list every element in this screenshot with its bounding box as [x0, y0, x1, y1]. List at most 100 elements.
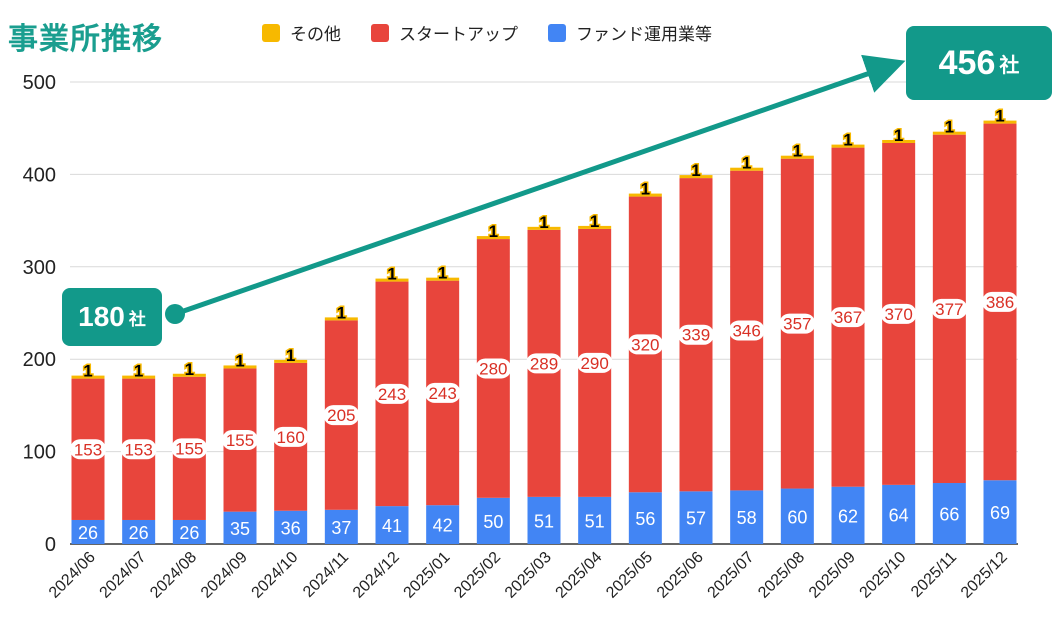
- bar-other: [578, 225, 612, 229]
- callout-end-count: 456 社: [906, 26, 1052, 100]
- data-label-other: 1: [235, 351, 244, 370]
- data-label-startup-bg: [70, 439, 106, 460]
- data-label-fund: 56: [635, 509, 655, 529]
- data-label-startup-bg: [678, 324, 714, 345]
- data-label-other: 1: [489, 222, 498, 241]
- bar-fund: [324, 509, 358, 544]
- x-tick-label: 2024/09: [198, 549, 251, 602]
- y-tick-label: 400: [23, 164, 56, 186]
- data-label-other: 1: [337, 303, 346, 322]
- bar-other: [324, 317, 358, 321]
- bar-fund: [172, 519, 206, 544]
- bar-other: [882, 139, 916, 143]
- callout-end-value: 456: [938, 43, 996, 82]
- bar-fund: [375, 506, 409, 544]
- bar-other: [375, 278, 409, 282]
- data-label-startup-bg: [526, 353, 562, 374]
- bar-other: [730, 167, 764, 171]
- data-label-startup-bg: [830, 307, 866, 328]
- data-label-startup-bg: [627, 334, 664, 355]
- data-label-startup: 357: [783, 315, 811, 334]
- data-label-startup: 153: [124, 440, 152, 459]
- legend-swatch-fund: [548, 23, 566, 42]
- x-tick-label: 2025/06: [654, 549, 707, 602]
- y-tick-label: 0: [45, 534, 56, 556]
- data-label-other: 1: [539, 213, 548, 232]
- bar-other: [223, 365, 257, 369]
- data-label-startup: 377: [935, 300, 963, 319]
- y-tick-label: 300: [23, 257, 56, 279]
- x-tick-label: 2025/07: [705, 549, 758, 602]
- data-label-startup-bg: [323, 405, 360, 426]
- bar-fund: [274, 510, 308, 544]
- data-label-startup: 155: [175, 439, 203, 458]
- x-tick-label: 2024/10: [249, 549, 302, 602]
- bar-other: [780, 155, 814, 159]
- data-label-fund: 36: [281, 518, 301, 538]
- data-label-other: 1: [83, 362, 92, 381]
- data-label-startup-bg: [880, 303, 917, 324]
- legend-item-other: その他: [262, 20, 341, 45]
- bar-fund: [932, 483, 966, 544]
- data-label-startup-bg: [475, 358, 512, 379]
- data-label-startup: 339: [682, 326, 710, 345]
- data-label-startup: 243: [428, 384, 456, 403]
- y-tick-label: 200: [23, 349, 56, 371]
- legend-label-startup: スタートアップ: [399, 25, 518, 45]
- data-label-startup: 367: [834, 308, 862, 327]
- bar-other: [426, 277, 460, 281]
- data-label-startup: 160: [276, 428, 304, 447]
- callout-start-count: 180 社: [62, 288, 162, 346]
- data-label-startup-bg: [272, 426, 309, 447]
- callout-start-unit: 社: [128, 309, 146, 329]
- bar-fund: [122, 519, 156, 544]
- x-tick-label: 2025/09: [806, 549, 859, 602]
- page-title: 事業所推移: [8, 22, 163, 57]
- legend-item-startup: スタートアップ: [371, 20, 518, 45]
- legend: その他 スタートアップ ファンド運用業等: [262, 20, 712, 45]
- data-label-startup: 153: [74, 440, 102, 459]
- x-tick-label: 2025/08: [755, 549, 808, 602]
- x-tick-label: 2024/07: [97, 549, 150, 602]
- data-label-fund: 62: [838, 506, 858, 526]
- legend-item-fund: ファンド運用業等: [548, 20, 712, 45]
- bar-fund: [882, 484, 916, 544]
- data-label-startup-bg: [982, 291, 1018, 312]
- legend-swatch-startup: [371, 23, 389, 42]
- data-label-fund: 41: [382, 516, 402, 536]
- data-label-fund: 26: [129, 523, 149, 543]
- bar-other: [527, 226, 561, 230]
- data-label-startup: 289: [530, 354, 558, 373]
- data-label-other: 1: [387, 265, 396, 284]
- data-label-fund: 64: [889, 505, 909, 525]
- bar-other: [679, 175, 713, 179]
- y-tick-label: 500: [23, 72, 56, 94]
- callout-end-unit: 社: [999, 54, 1020, 77]
- x-tick-label: 2025/12: [958, 549, 1011, 602]
- legend-swatch-other: [262, 23, 280, 42]
- bar-other: [932, 131, 966, 135]
- data-label-fund: 50: [483, 512, 503, 532]
- data-label-other: 1: [742, 154, 751, 173]
- data-label-startup-bg: [222, 430, 258, 451]
- bar-other: [628, 193, 662, 197]
- trend-arrow-start-dot: [165, 304, 185, 324]
- bar-fund: [730, 490, 764, 544]
- data-label-other: 1: [793, 142, 802, 161]
- data-label-startup-bg: [779, 313, 816, 334]
- data-label-fund: 37: [331, 518, 351, 538]
- data-label-startup-bg: [120, 439, 157, 460]
- data-label-startup: 290: [580, 354, 608, 373]
- x-tick-label: 2024/08: [147, 549, 200, 602]
- data-label-fund: 66: [939, 505, 959, 525]
- data-label-fund: 26: [179, 523, 199, 543]
- bar-other: [274, 359, 308, 363]
- data-label-fund: 58: [737, 508, 757, 528]
- bar-fund: [223, 511, 257, 544]
- x-tick-label: 2025/05: [603, 549, 656, 602]
- trend-arrow: [174, 54, 906, 317]
- x-tick-label: 2024/12: [350, 549, 403, 602]
- bar-other: [983, 120, 1017, 124]
- data-label-other: 1: [590, 212, 599, 231]
- data-label-other: 1: [995, 107, 1004, 126]
